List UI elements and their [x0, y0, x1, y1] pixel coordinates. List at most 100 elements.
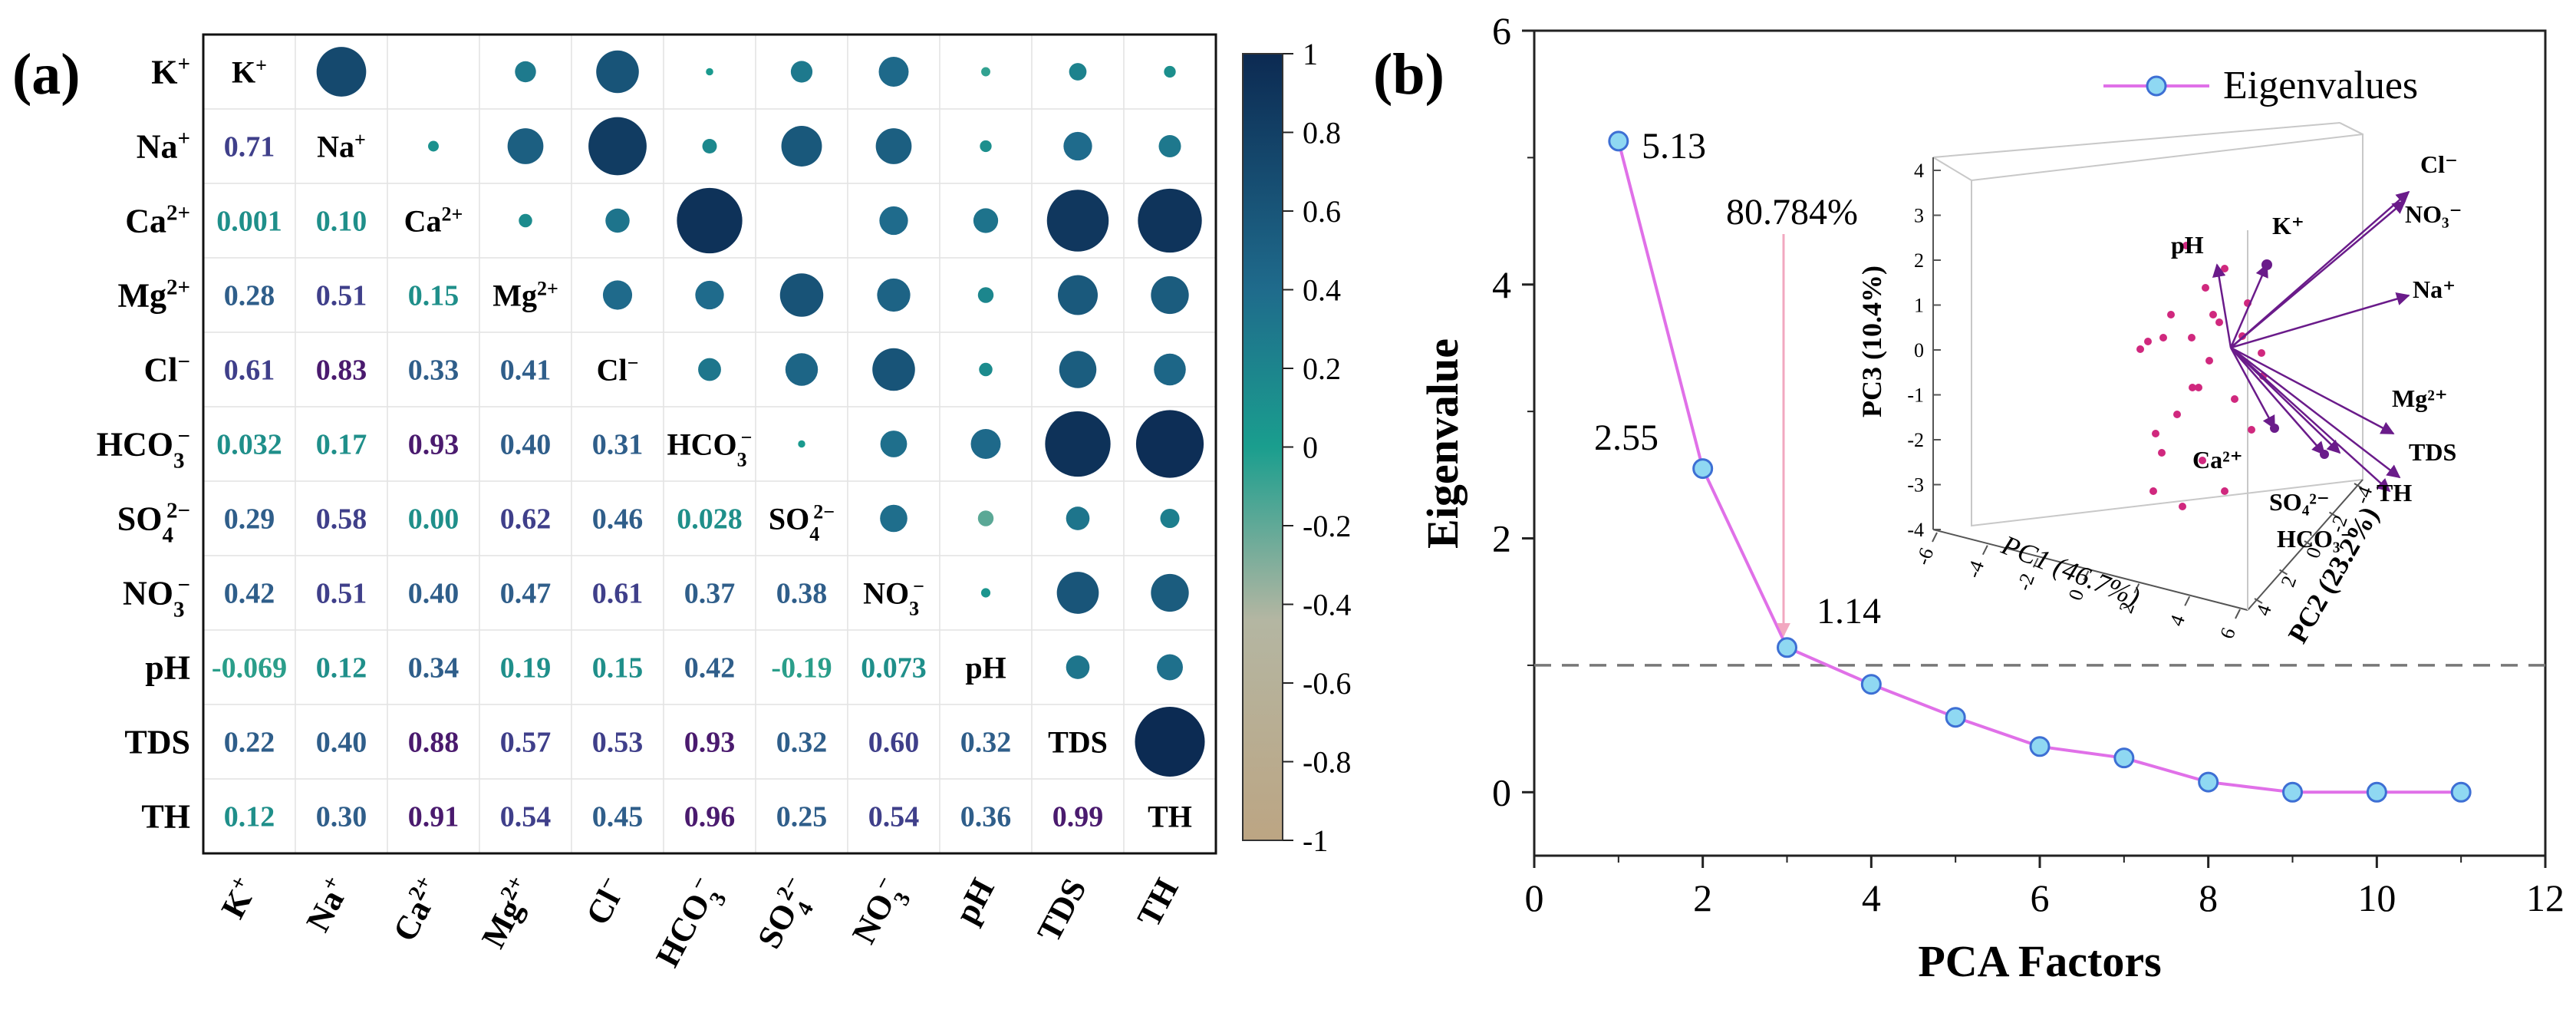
inset-z-ticks: 4 3 2 1 0 -1 -2 -3 -4: [1907, 160, 1941, 541]
correlation-circle: [1066, 655, 1090, 679]
eigenvalue-line: [1616, 140, 2462, 794]
heatmap-cell: [571, 629, 664, 705]
correlation-value: 0.32: [776, 727, 828, 759]
correlation-value: 0.93: [684, 727, 736, 759]
heatmap-cell: [847, 778, 940, 854]
correlation-value: 0.58: [316, 503, 367, 536]
correlation-value: 0.83: [316, 355, 367, 387]
heatmap-cell: [663, 555, 756, 631]
correlation-value: 0.12: [316, 652, 367, 685]
diagonal-label: Mg2+: [492, 277, 558, 313]
correlation-value: 0.47: [500, 578, 552, 610]
eigenvalue-point: [1692, 458, 1714, 480]
row-label: NO3−: [123, 573, 190, 622]
heatmap-cell: [387, 629, 480, 705]
inset-z-tick-label: 4: [1914, 160, 1924, 182]
heatmap-cell: [939, 34, 1033, 110]
correlation-circle: [1164, 65, 1176, 78]
eigenvalue-point: [1945, 707, 1966, 728]
column-label: Na+: [298, 872, 357, 938]
row-label: Ca2+: [125, 201, 190, 240]
x-tick-label: 10: [2357, 876, 2396, 919]
correlation-value: 0.19: [500, 652, 552, 685]
inset-point: [2182, 242, 2190, 249]
heatmap-cell: [663, 406, 756, 482]
correlation-value: 0.93: [408, 429, 460, 461]
value-label-pc2: 2.55: [1594, 417, 1659, 458]
correlation-circle: [1046, 190, 1109, 252]
correlation-value: 0.17: [316, 429, 367, 461]
correlation-circle: [977, 287, 994, 303]
heatmap-cell: [755, 183, 848, 259]
correlation-circle: [979, 362, 993, 377]
correlation-value: 0.37: [684, 578, 736, 610]
heatmap-cell: [847, 629, 940, 705]
correlation-value: 0.33: [408, 355, 460, 387]
correlation-circle: [1069, 63, 1087, 81]
heatmap-cell: [847, 257, 940, 333]
row-label: HCO3−: [97, 424, 190, 474]
heatmap-cell: [387, 332, 480, 408]
heatmap-cell: [295, 704, 388, 780]
row-label: SO42−: [117, 499, 190, 548]
column-label: SO42−: [749, 872, 826, 959]
correlation-circle: [698, 358, 721, 381]
eigenvalue-point: [2198, 771, 2219, 793]
eigenvalue-point: [1608, 130, 1629, 152]
column-label: K+: [212, 872, 265, 925]
y-tick-label: 0: [1492, 770, 1511, 813]
correlation-circle: [702, 139, 717, 153]
heatmap-cell: [203, 332, 296, 408]
correlation-value: 0.62: [500, 503, 552, 536]
inset-loading-label: Na⁺: [2413, 276, 2456, 303]
inset-y-tick-label: 2: [2277, 573, 2301, 590]
inset-loading-label: K⁺: [2272, 212, 2304, 239]
colorbar-tick-label: -0.6: [1303, 666, 1351, 701]
correlation-value: 0.54: [868, 801, 920, 833]
row-label: Cl−: [143, 350, 190, 389]
inset-x-tick: [2133, 583, 2140, 594]
inset-z-tick-label: 2: [1914, 249, 1924, 272]
colorbar-tick-label: 0.6: [1303, 194, 1341, 229]
legend-marker-sample: [2146, 75, 2167, 97]
correlation-circle: [1151, 573, 1189, 612]
legend: Eigenvalues: [2103, 64, 2418, 107]
x-tick-label: 8: [2199, 876, 2218, 919]
heatmap-cell: [939, 629, 1033, 705]
row-label: TH: [141, 798, 190, 836]
diagonal-label: SO42−: [769, 500, 835, 545]
correlation-circle: [878, 57, 909, 87]
eigenvalue-point: [2450, 781, 2472, 803]
correlation-value: 0.42: [224, 578, 275, 610]
heatmap-cell: [663, 704, 756, 780]
inset-y-tick: [2304, 540, 2313, 546]
correlation-circle: [1056, 572, 1099, 614]
inset-point: [2152, 430, 2159, 437]
heatmap-cell: [203, 34, 296, 110]
x-tick-label: 6: [2031, 876, 2050, 919]
correlation-circle: [977, 510, 994, 526]
heatmap-cell: [295, 480, 388, 556]
heatmap-cell: [755, 555, 848, 631]
inset-loading-arrows: Cl⁻ NO₃⁻ K⁺ pH Na⁺ Mg²⁺ TDS TH Ca²⁺ SO₄²⁻ HCO₃⁻: [2171, 150, 2462, 553]
inset-loading-arrow: [2229, 263, 2268, 348]
inset-x-tick: [2032, 557, 2039, 568]
inset-edge: [1932, 122, 2340, 158]
inset-loading-label: pH: [2171, 231, 2204, 259]
heatmap-cell: [1123, 778, 1217, 854]
inset-loading-label: SO₄²⁻: [2269, 488, 2330, 516]
correlation-value: 0.15: [408, 280, 460, 312]
panel-b-label: (b): [1373, 42, 1444, 107]
row-label: K+: [151, 52, 190, 91]
correlation-circle: [1066, 506, 1090, 530]
inset-z-tick-label: -4: [1907, 519, 1924, 541]
inset-so4-point: [2320, 450, 2329, 459]
correlation-circle: [677, 187, 743, 254]
correlation-value: 0.51: [316, 280, 367, 312]
heatmap-cell: [571, 480, 664, 556]
colorbar-tick-label: 1: [1303, 37, 1318, 71]
inset-loading-arrow: [2230, 347, 2341, 454]
inset-point: [2215, 318, 2223, 326]
row-label: pH: [145, 649, 190, 687]
heatmap-cell: [479, 332, 572, 408]
